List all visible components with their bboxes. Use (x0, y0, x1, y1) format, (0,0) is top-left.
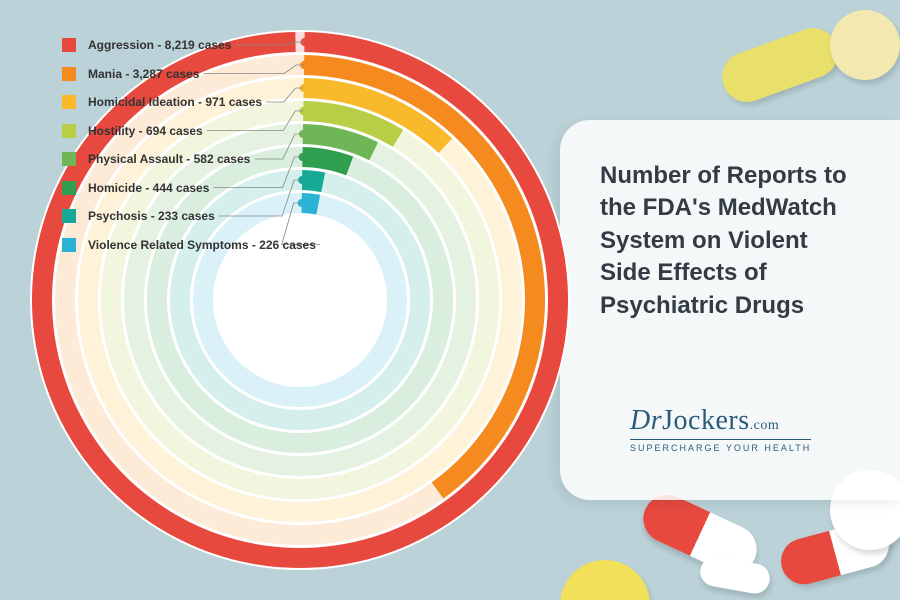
brand-tagline: SUPERCHARGE YOUR HEALTH (630, 439, 811, 453)
legend-row: Physical Assault - 582 cases (62, 152, 316, 166)
legend-label: Violence Related Symptoms - 226 cases (88, 238, 316, 252)
pill-shape (698, 554, 772, 596)
legend-label: Physical Assault - 582 cases (88, 152, 250, 166)
legend-swatch (62, 124, 76, 138)
legend-row: Homicidal Ideation - 971 cases (62, 95, 316, 109)
legend-swatch (62, 67, 76, 81)
legend-label: Psychosis - 233 cases (88, 209, 215, 223)
legend-row: Homicide - 444 cases (62, 181, 316, 195)
legend-swatch (62, 238, 76, 252)
legend-row: Mania - 3,287 cases (62, 67, 316, 81)
brand-main: DrJockers.com (630, 405, 811, 437)
legend-label: Homicide - 444 cases (88, 181, 209, 195)
legend-swatch (62, 38, 76, 52)
legend-label: Homicidal Ideation - 971 cases (88, 95, 262, 109)
legend-row: Violence Related Symptoms - 226 cases (62, 238, 316, 252)
legend-swatch (62, 209, 76, 223)
brand-logo: DrJockers.com SUPERCHARGE YOUR HEALTH (630, 405, 811, 453)
pill-shape (715, 21, 845, 109)
page-title: Number of Reports to the FDA's MedWatch … (600, 160, 860, 322)
legend-label: Aggression - 8,219 cases (88, 38, 231, 52)
legend-label: Hostility - 694 cases (88, 124, 203, 138)
legend: Aggression - 8,219 cases Mania - 3,287 ca… (62, 38, 316, 266)
legend-row: Aggression - 8,219 cases (62, 38, 316, 52)
pill-shape (560, 560, 650, 600)
legend-swatch (62, 181, 76, 195)
legend-swatch (62, 152, 76, 166)
legend-row: Psychosis - 233 cases (62, 209, 316, 223)
pill-shape (830, 10, 900, 80)
legend-row: Hostility - 694 cases (62, 124, 316, 138)
legend-swatch (62, 95, 76, 109)
legend-label: Mania - 3,287 cases (88, 67, 199, 81)
